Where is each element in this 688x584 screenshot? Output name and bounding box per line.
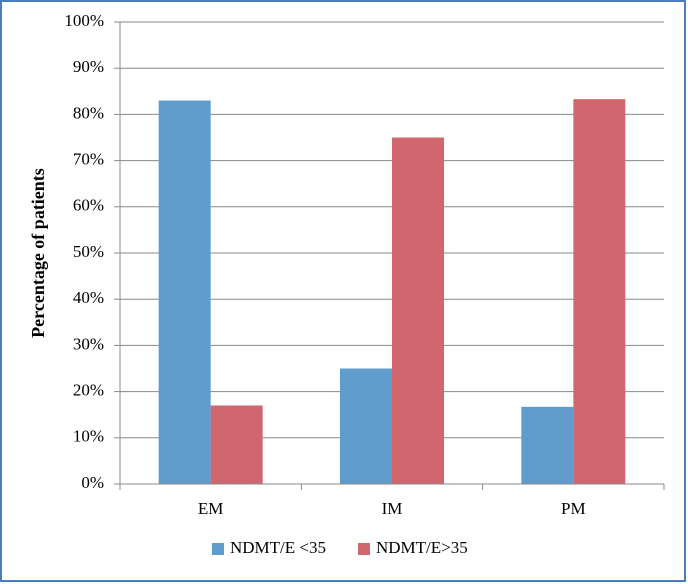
y-tick-label: 40% <box>73 288 104 307</box>
x-tick-label: PM <box>561 499 586 518</box>
y-tick-label: 60% <box>73 196 104 215</box>
bar <box>340 368 392 484</box>
x-tick-label: IM <box>382 499 403 518</box>
y-tick-label: 10% <box>73 427 104 446</box>
bar <box>521 406 574 484</box>
bar <box>573 99 626 485</box>
legend-label: NDMT/E <35 <box>230 538 326 557</box>
bar <box>392 137 444 484</box>
bar <box>210 405 263 484</box>
x-tick-label: EM <box>198 499 224 518</box>
y-tick-label: 30% <box>73 334 104 353</box>
bar <box>158 100 211 484</box>
legend-swatch <box>358 543 370 555</box>
legend-label: NDMT/E>35 <box>376 538 468 557</box>
y-tick-label: 0% <box>81 473 104 492</box>
y-tick-label: 100% <box>64 11 104 30</box>
y-tick-label: 80% <box>73 103 104 122</box>
y-tick-label: 50% <box>73 242 104 261</box>
legend-swatch <box>212 543 224 555</box>
y-tick-label: 20% <box>73 381 104 400</box>
y-tick-label: 90% <box>73 57 104 76</box>
y-tick-label: 70% <box>73 150 104 169</box>
y-axis-label: Percentage of patients <box>28 168 48 338</box>
